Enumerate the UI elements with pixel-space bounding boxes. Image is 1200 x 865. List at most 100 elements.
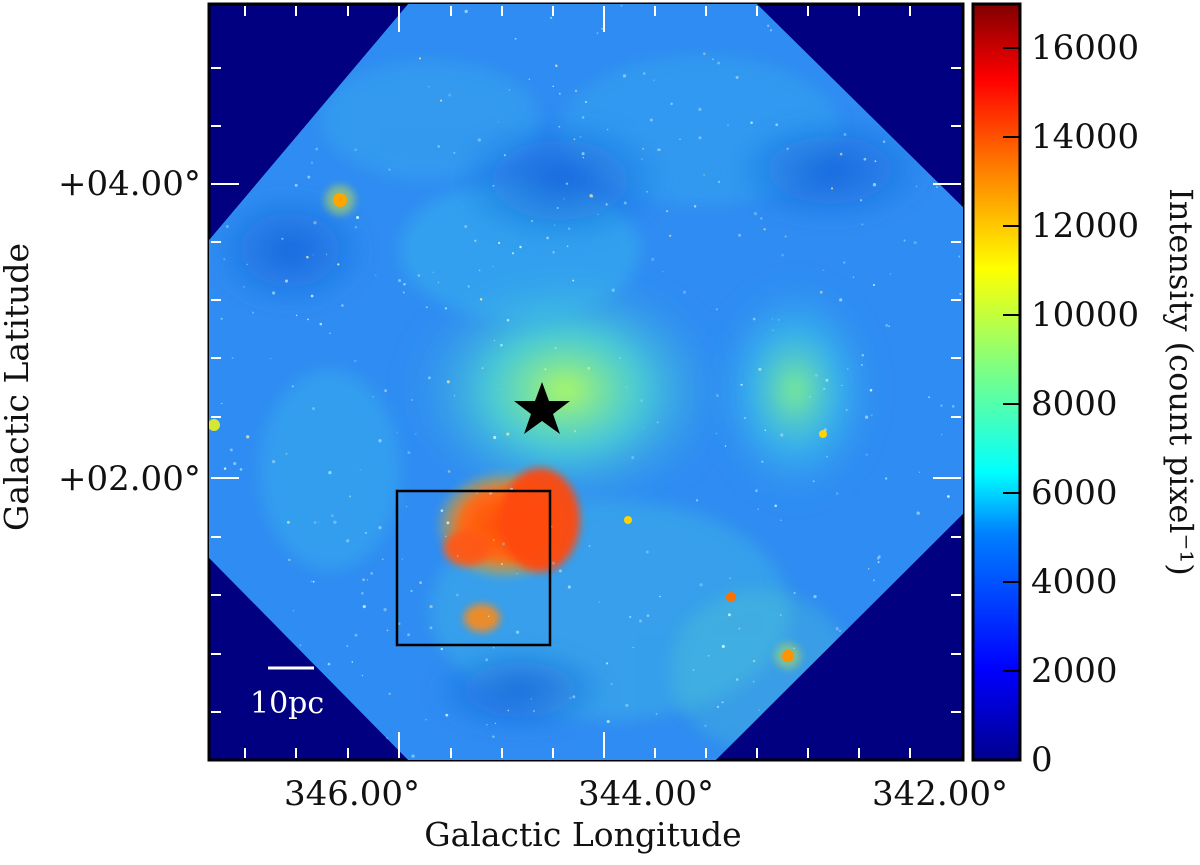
point-source: [269, 357, 272, 360]
point-source: [401, 558, 403, 560]
point-source: [771, 318, 774, 320]
point-source: [437, 281, 440, 284]
point-source: [372, 396, 374, 398]
point-source: [318, 521, 320, 523]
point-source: [562, 198, 565, 200]
point-source: [500, 343, 503, 347]
point-source: [417, 274, 420, 277]
point-source: [888, 325, 890, 328]
colorbar-tick-14000: 14000: [1031, 117, 1139, 157]
point-source: [573, 138, 576, 141]
point-source: [625, 385, 628, 389]
point-source: [429, 605, 433, 609]
point-source: [487, 615, 490, 617]
point-source: [698, 107, 702, 112]
point-source: [225, 225, 229, 228]
point-source: [479, 298, 483, 301]
point-source: [666, 210, 669, 213]
point-source: [813, 594, 817, 599]
colorbar-title: Intensity (count pixel⁻¹): [1162, 188, 1200, 575]
point-source: [777, 318, 780, 321]
point-source: [928, 396, 931, 399]
point-source: [310, 294, 314, 298]
point-source: [428, 85, 430, 88]
point-source: [610, 683, 613, 686]
point-source: [835, 627, 839, 631]
point-source: [775, 123, 779, 127]
point-source: [516, 630, 520, 634]
point-source: [841, 384, 843, 387]
point-source: [354, 633, 358, 637]
point-source: [356, 215, 360, 220]
colorbar-tick-16000: 16000: [1031, 28, 1139, 68]
point-source: [646, 190, 648, 193]
point-source: [428, 376, 431, 380]
point-source: [546, 236, 549, 240]
point-source: [312, 254, 314, 256]
point-source: [328, 470, 332, 475]
point-source: [640, 399, 643, 402]
colorbar-tick-10000: 10000: [1031, 295, 1139, 335]
point-source: [554, 347, 557, 349]
point-source: [378, 439, 382, 443]
point-source: [492, 265, 494, 268]
point-source: [582, 156, 585, 159]
point-source: [366, 579, 369, 581]
point-source: [642, 72, 646, 75]
point-source: [784, 235, 787, 238]
point-source: [246, 435, 250, 439]
point-source: [555, 64, 558, 67]
point-source: [735, 75, 739, 79]
point-source: [728, 613, 731, 617]
point-source: [306, 255, 309, 259]
point-source: [440, 99, 443, 102]
point-source: [716, 705, 720, 709]
point-source: [493, 339, 496, 342]
point-source: [325, 253, 328, 256]
point-source: [464, 224, 468, 229]
y-axis-title: Galactic Latitude: [0, 243, 36, 531]
point-source: [486, 723, 488, 726]
point-source: [572, 695, 576, 699]
point-source: [381, 558, 384, 561]
point-source: [822, 269, 825, 272]
point-source: [425, 718, 427, 721]
point-source: [877, 561, 880, 563]
point-source: [698, 136, 702, 140]
point-source: [753, 211, 758, 216]
point-source: [407, 633, 411, 637]
point-source: [445, 713, 449, 717]
point-source: [649, 118, 653, 122]
point-source: [485, 658, 489, 662]
point-source: [361, 592, 364, 595]
point-source: [229, 448, 233, 452]
point-source: [718, 180, 721, 183]
point-source: [315, 147, 319, 151]
point-source: [758, 367, 762, 371]
point-source: [752, 317, 756, 321]
point-source: [712, 58, 714, 61]
point-source: [362, 578, 365, 582]
point-source: [552, 85, 554, 88]
point-source: [589, 194, 593, 198]
point-source: [223, 467, 227, 470]
point-source: [861, 223, 864, 226]
point-source: [872, 579, 876, 582]
point-source: [346, 539, 350, 543]
point-source: [625, 703, 629, 707]
point-source: [721, 644, 725, 648]
point-source: [727, 124, 729, 126]
point-source: [558, 569, 562, 573]
point-source: [752, 680, 755, 683]
point-source: [581, 152, 585, 156]
point-source: [220, 317, 223, 320]
point-source: [319, 322, 323, 326]
point-source: [874, 160, 877, 163]
point-source: [825, 378, 829, 382]
point-source: [606, 662, 609, 665]
point-source: [396, 432, 398, 434]
point-source: [877, 555, 881, 559]
point-source: [361, 674, 364, 677]
point-source: [388, 692, 391, 696]
point-source: [629, 615, 632, 619]
